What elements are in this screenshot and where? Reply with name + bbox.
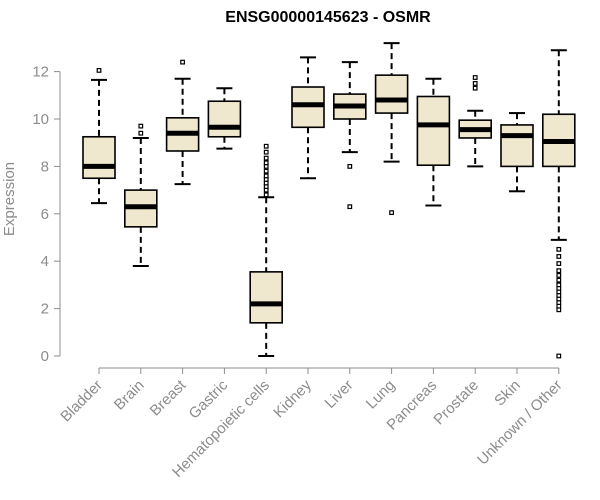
outlier-point	[263, 168, 269, 174]
boxes-group	[82, 42, 576, 359]
outlier-point	[263, 155, 269, 161]
box-breast	[165, 59, 200, 186]
y-tick-label: 10	[32, 111, 49, 128]
x-tick-label: Bladder	[57, 377, 106, 426]
x-tick-label: Skin	[491, 377, 524, 410]
box-hematopoietic-cells	[249, 143, 283, 357]
outlier-point	[556, 261, 562, 266]
iqr-box	[82, 135, 116, 180]
iqr-box	[207, 100, 242, 138]
y-tick-label: 12	[32, 64, 49, 81]
x-tick-label: Lung	[363, 377, 399, 413]
outlier-point	[472, 75, 478, 80]
box-gastric	[207, 87, 242, 150]
outlier-point	[263, 143, 269, 149]
outlier-point	[263, 173, 269, 179]
x-tick-label: Liver	[322, 377, 357, 412]
outlier-point	[263, 192, 269, 198]
box-bladder	[82, 68, 116, 205]
box-liver	[332, 61, 367, 210]
outlier-point	[180, 59, 186, 65]
outlier-point	[556, 254, 562, 259]
y-tick-label: 4	[41, 253, 49, 270]
outlier-point	[389, 210, 394, 216]
box-kidney	[291, 56, 325, 180]
outlier-point	[138, 130, 144, 136]
outlier-point	[138, 123, 144, 129]
outlier-point	[472, 81, 478, 86]
outlier-point	[556, 277, 562, 283]
chart-title: ENSG00000145623 - OSMR	[225, 9, 431, 26]
x-tick-label: Brain	[111, 377, 148, 414]
iqr-box	[416, 95, 451, 167]
box-brain	[124, 123, 158, 267]
outlier-point	[263, 149, 269, 155]
outlier-point	[556, 307, 562, 313]
y-tick-label: 8	[41, 158, 49, 175]
iqr-box	[374, 74, 409, 114]
outlier-point	[347, 204, 353, 210]
box-pancreas	[416, 77, 451, 207]
y-tick-label: 2	[41, 301, 49, 318]
y-tick-label: 6	[41, 206, 49, 223]
y-tick-label: 0	[41, 348, 49, 365]
box-skin	[500, 112, 534, 193]
box-lung	[374, 42, 409, 216]
outlier-point	[472, 85, 478, 91]
outlier-point	[263, 160, 269, 166]
x-tick-label: Breast	[147, 376, 190, 419]
outlier-point	[556, 273, 562, 278]
iqr-box	[249, 271, 283, 324]
x-tick-label: Kidney	[270, 376, 315, 421]
y-axis-label: Expression	[1, 162, 18, 236]
outlier-point	[96, 68, 102, 73]
x-tick-label: Prostate	[430, 377, 482, 429]
box-unknown-other	[541, 49, 576, 359]
box-prostate	[458, 75, 493, 168]
outlier-point	[556, 268, 562, 274]
iqr-box	[500, 124, 534, 168]
outlier-point	[556, 353, 562, 359]
outlier-point	[347, 164, 353, 169]
outlier-point	[556, 246, 562, 252]
y-axis: 0 2 4 6 8 10 12	[32, 64, 61, 365]
